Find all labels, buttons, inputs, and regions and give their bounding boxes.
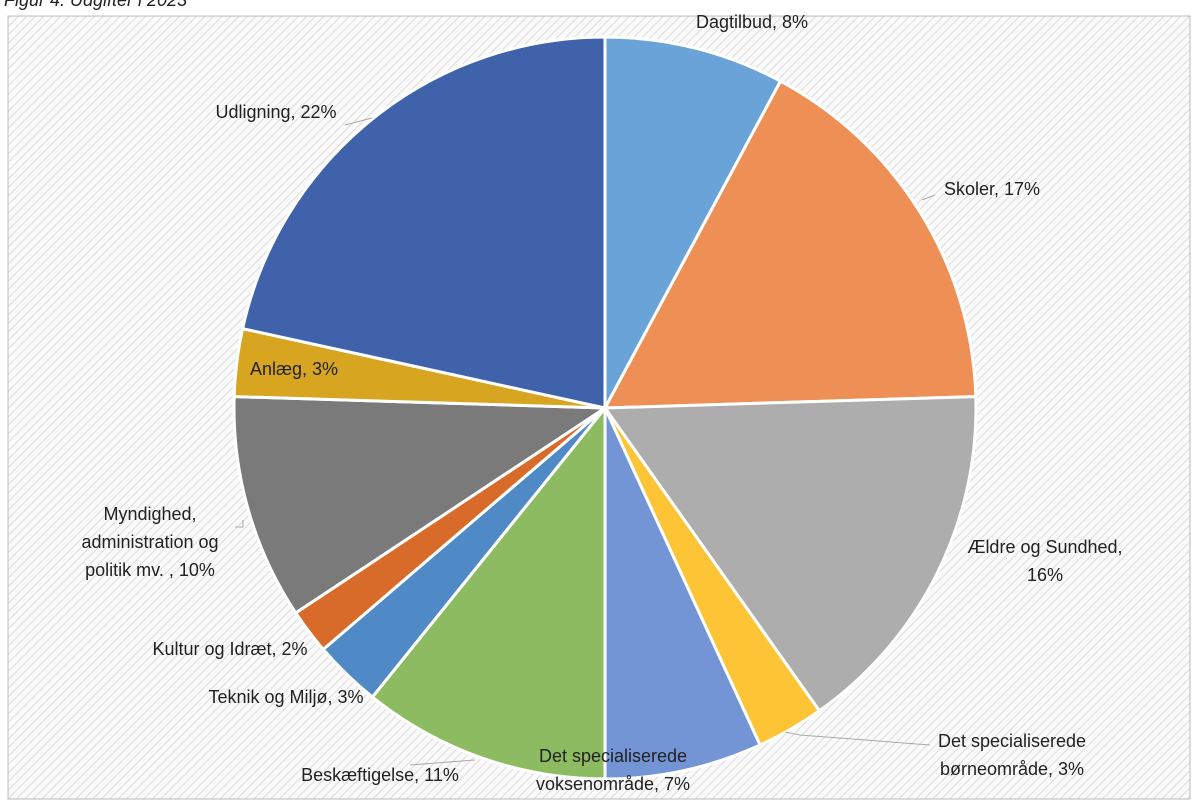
data-label: Anlæg, 3%: [250, 359, 338, 379]
leader-line: [921, 194, 936, 201]
pie-slice: [370, 403, 607, 781]
leader-line: [344, 117, 373, 126]
data-label: Beskæftigelse, 11%: [301, 765, 459, 785]
data-label: Skoler, 17%: [944, 179, 1040, 199]
data-label: Ældre og Sundhed, 16%: [967, 537, 1122, 585]
data-label: Udligning, 22%: [215, 102, 336, 122]
leader-line: [409, 759, 476, 766]
pie-slice: [602, 79, 978, 410]
leader-line: [784, 731, 931, 746]
data-label: Kultur og Idræt, 2%: [152, 639, 307, 659]
pie-slice: [603, 35, 783, 409]
pie-slice: [603, 407, 763, 781]
chart-title: Figur 4. Udgifter i 2023: [4, 0, 187, 10]
data-label: Det specialiserede børneområde, 3%: [938, 731, 1086, 779]
data-label: Teknik og Miljø, 3%: [208, 687, 363, 707]
data-label: Myndighed, administration og politik mv. ,…: [81, 504, 218, 580]
leader-line: [235, 520, 244, 528]
data-label: Det specialiserede voksenområde, 7%: [536, 746, 690, 794]
pie-slice: [602, 395, 978, 713]
pie-slice: [232, 395, 610, 616]
data-label: Dagtilbud, 8%: [696, 12, 808, 32]
pie-slice: [240, 35, 607, 410]
